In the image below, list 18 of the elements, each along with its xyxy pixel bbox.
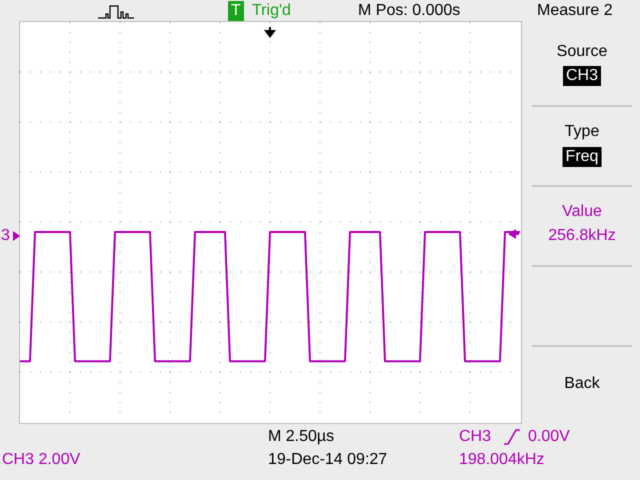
text: Back xyxy=(564,374,600,394)
text: 198.004kHz xyxy=(459,450,544,470)
text: 256.8kHz xyxy=(548,226,616,246)
text: CH3 2.00V xyxy=(2,450,80,470)
text: Measure 2 xyxy=(537,1,613,21)
text: 3 xyxy=(1,226,10,246)
text: 19-Dec-14 09:27 xyxy=(268,450,388,470)
text: Source xyxy=(556,42,608,62)
text: M Pos: 0.000s xyxy=(358,1,460,21)
text: T xyxy=(228,1,244,21)
text: Trig'd xyxy=(252,1,291,21)
text: CH3 xyxy=(459,427,492,447)
text: Freq xyxy=(562,147,602,167)
text: M 2.50µs xyxy=(268,427,334,447)
text: Value xyxy=(562,202,602,222)
text: Type xyxy=(564,122,600,142)
text: 0.00V xyxy=(528,427,570,447)
text: CH3 xyxy=(562,66,602,86)
